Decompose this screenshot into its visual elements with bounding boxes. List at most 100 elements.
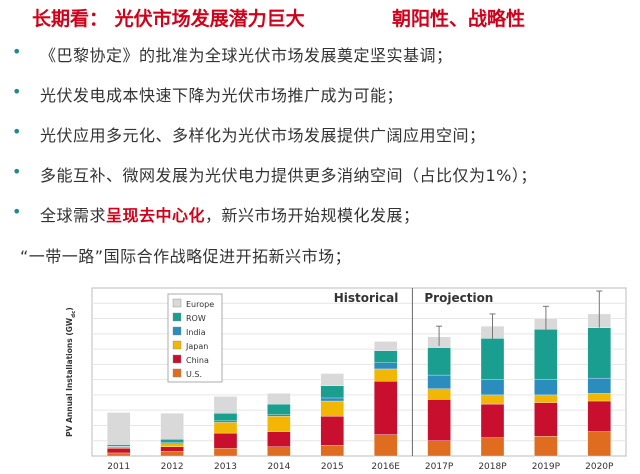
bullet-dot-icon: • [12, 202, 22, 221]
bar-segment-row [267, 403, 291, 415]
bullet-text: 光伏应用多元化、多样化为光伏市场发展提供广阔应用空间； [40, 126, 486, 145]
bullet-item: • 《巴黎协定》的批准为全球光伏市场发展奠定坚实基调； [0, 42, 640, 68]
y-axis-label: PV Annual Installations (GWdc) [65, 307, 77, 437]
bar-segment-us [160, 451, 184, 457]
bar-segment-row [213, 413, 238, 422]
bar-segment-us [320, 445, 344, 457]
x-tick-label: 2014 [267, 462, 290, 472]
bar-segment-us [534, 435, 558, 457]
x-tick-label: 2013 [214, 462, 237, 472]
bar-segment-europe [374, 341, 398, 351]
legend-label-europe: Europe [186, 300, 214, 309]
legend-label-row: ROW [186, 314, 206, 323]
bullet-text-highlight: 呈现去中心化 [106, 206, 206, 225]
legend-label-india: India [186, 328, 206, 337]
bar-segment-china [267, 431, 291, 447]
bullet-dot-icon: • [12, 82, 22, 101]
legend-label-japan: Japan [185, 342, 208, 351]
x-tick-label: 2019P [532, 462, 561, 472]
bar-segment-china [427, 399, 451, 441]
legend-swatch-china [172, 354, 182, 364]
bullet-dot-icon: • [12, 42, 22, 61]
bar-segment-europe [160, 413, 184, 440]
legend-box [167, 293, 223, 383]
bar-segment-row [534, 329, 558, 380]
bar-segment-india [534, 379, 558, 396]
bullet-item: • 光伏发电成本快速下降为光伏市场推广成为可能； [0, 82, 640, 108]
bar-segment-row [374, 350, 398, 363]
bar-segment-japan [320, 400, 344, 417]
bar-segment-china [213, 432, 238, 449]
bar-segment-us [267, 446, 291, 457]
bar-segment-europe [213, 396, 238, 414]
bar-segment-china [160, 446, 184, 452]
bar-segment-china [320, 416, 344, 446]
x-tick-label: 2016E [371, 462, 400, 472]
bullet-dot-icon: • [12, 162, 22, 181]
bar-segment-china [587, 400, 611, 432]
bar-segment-row [480, 338, 505, 380]
region-label-projection: Projection [424, 291, 493, 305]
x-tick-label: 2018P [478, 462, 507, 472]
bar-segment-us [213, 448, 238, 457]
bar-segment-china [107, 448, 131, 454]
bullet-text-post: ，新兴市场开始规模化发展； [205, 206, 420, 225]
bar-segment-japan [107, 446, 131, 449]
bar-segment-japan [427, 388, 451, 400]
bar-segment-china [480, 403, 505, 438]
bar-segment-japan [213, 422, 238, 434]
bar-segment-us [480, 437, 505, 457]
bar-segment-us [587, 431, 611, 457]
legend-swatch-europe [172, 298, 182, 308]
bar-segment-india [427, 374, 451, 389]
bullet-item: • 光伏应用多元化、多样化为光伏市场发展提供广阔应用空间； [0, 122, 640, 148]
bullet-text: 多能互补、微网发展为光伏电力提供更多消纳空间（占比仅为1%）； [40, 166, 537, 185]
x-tick-label: 2012 [161, 462, 184, 472]
bar-segment-india [160, 442, 184, 444]
bar-segment-europe [107, 412, 131, 445]
bullet-text-pre: 全球需求 [40, 206, 107, 225]
bar-segment-china [374, 381, 398, 435]
title-row: 长期看： 光伏市场发展潜力巨大 朝阳性、战略性 [0, 4, 640, 34]
bar-segment-row [587, 327, 611, 379]
belt-road-line: “一带一路”国际合作战略促进开拓新兴市场； [20, 247, 352, 266]
bar-segment-japan [374, 368, 398, 382]
bar-segment-japan [480, 394, 505, 405]
bullet-text: 全球需求呈现去中心化，新兴市场开始规模化发展； [40, 202, 420, 226]
legend-label-china: China [186, 356, 209, 365]
bar-segment-india [480, 379, 505, 396]
x-tick-label: 2011 [107, 462, 130, 472]
page-subtitle: 朝阳性、战略性 [392, 8, 526, 30]
legend-swatch-row [172, 312, 182, 322]
bullet-dot-icon: • [12, 122, 22, 141]
legend-label-us: U.S. [186, 370, 202, 379]
legend-swatch-us [172, 368, 182, 378]
bar-segment-china [534, 402, 558, 437]
bar-segment-row [160, 439, 184, 443]
region-label-historical: Historical [334, 291, 399, 305]
bar-segment-japan [160, 443, 184, 447]
bullet-text: 光伏发电成本快速下降为光伏市场推广成为可能； [40, 86, 404, 105]
bullet-text: 《巴黎协定》的批准为全球光伏市场发展奠定坚实基调； [40, 46, 453, 65]
legend-swatch-india [172, 326, 182, 336]
bar-segment-row [107, 444, 131, 447]
bar-segment-india [587, 377, 611, 394]
chart-svg: Historical Projection PV Annual Installati… [65, 287, 627, 472]
bar-segment-japan [267, 416, 291, 432]
page-title: 长期看： 光伏市场发展潜力巨大 [32, 8, 305, 30]
bar-segment-row [320, 385, 344, 399]
bullet-item: • 全球需求呈现去中心化，新兴市场开始规模化发展； [0, 202, 640, 228]
bar-segment-us [427, 440, 451, 457]
bar-segment-india [213, 420, 238, 423]
bullet-item: • 多能互补、微网发展为光伏电力提供更多消纳空间（占比仅为1%）； [0, 162, 640, 188]
bar-segment-us [374, 434, 398, 457]
bar-segment-japan [534, 394, 558, 403]
bar-segment-row [427, 347, 451, 376]
x-tick-label: 2015 [321, 462, 344, 472]
x-tick-label: 2020P [585, 462, 614, 472]
bar-segment-europe [320, 373, 344, 386]
bar-segment-india [320, 397, 344, 402]
bar-segment-india [374, 362, 398, 370]
bar-segment-japan [587, 393, 611, 402]
pv-installations-chart: Historical Projection PV Annual Installati… [0, 282, 640, 474]
